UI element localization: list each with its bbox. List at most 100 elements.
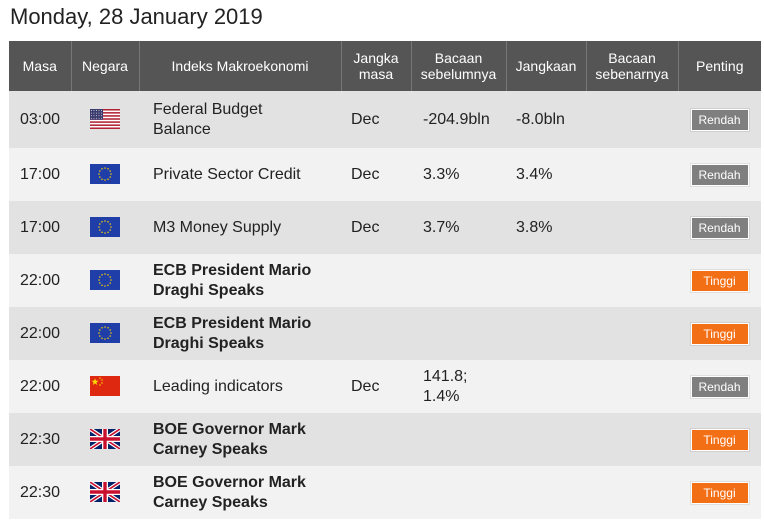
time-value: 17:00 bbox=[19, 165, 61, 183]
actual-cell bbox=[586, 201, 678, 254]
page-title: Monday, 28 January 2019 bbox=[10, 4, 263, 29]
importance-badge[interactable]: Rendah bbox=[690, 216, 749, 239]
indicator-name-line-1: Federal Budget bbox=[153, 100, 263, 118]
indicator-name-line-2: Draghi Speaks bbox=[153, 281, 265, 299]
country-cell bbox=[71, 148, 139, 201]
indicator-name-line-2: Draghi Speaks bbox=[153, 334, 265, 352]
forecast-value: 3.4% bbox=[516, 165, 553, 183]
indicator-name-line-1: M3 Money Supply bbox=[153, 218, 282, 236]
time-value: 22:00 bbox=[19, 324, 61, 342]
indicator-cell[interactable]: Private Sector Credit bbox=[139, 148, 341, 201]
importance-badge[interactable]: Rendah bbox=[690, 108, 749, 131]
eu-flag-icon bbox=[90, 323, 120, 344]
time-value: 22:30 bbox=[19, 483, 61, 501]
previous-cell: 141.8; 1.4% bbox=[411, 360, 506, 413]
previous-value-line-2: 1.4% bbox=[423, 387, 460, 405]
period-cell: Dec bbox=[341, 148, 411, 201]
previous-cell bbox=[411, 466, 506, 519]
importance-cell: Tinggi bbox=[678, 307, 761, 360]
header-period: Jangka masa bbox=[341, 41, 412, 91]
forecast-value: 3.8% bbox=[516, 218, 553, 236]
indicator-name-line-1: ECB President Mario bbox=[153, 314, 312, 332]
previous-cell bbox=[411, 254, 506, 307]
indicator-name-line-1: BOE Governor Mark bbox=[153, 420, 306, 438]
previous-cell: 3.3% bbox=[411, 148, 506, 201]
forecast-cell: 3.8% bbox=[506, 201, 586, 254]
importance-badge[interactable]: Tinggi bbox=[690, 481, 749, 504]
indicator-name-line-1: BOE Governor Mark bbox=[153, 473, 306, 491]
indicator-cell[interactable]: BOE Governor Mark Carney Speaks bbox=[139, 413, 341, 466]
table-row: 22:00 Leading indicators Dec 141.8; 1.4% … bbox=[9, 360, 761, 413]
previous-cell bbox=[411, 413, 506, 466]
uk-flag-icon bbox=[90, 482, 120, 503]
header-country: Negara bbox=[71, 41, 140, 91]
header-actual: Bacaan sebenarnya bbox=[586, 41, 679, 91]
importance-badge[interactable]: Tinggi bbox=[690, 269, 749, 292]
time-cell: 22:00 bbox=[9, 254, 71, 307]
indicator-cell[interactable]: Leading indicators bbox=[139, 360, 341, 413]
actual-cell bbox=[586, 413, 678, 466]
importance-cell: Rendah bbox=[678, 201, 761, 254]
indicator-name-line-1: Leading indicators bbox=[153, 377, 283, 395]
header-time: Masa bbox=[9, 41, 72, 91]
previous-value-line-1: 3.7% bbox=[423, 218, 460, 236]
period-cell: Dec bbox=[341, 360, 411, 413]
eu-flag-icon bbox=[90, 164, 120, 185]
indicator-cell[interactable]: BOE Governor Mark Carney Speaks bbox=[139, 466, 341, 519]
country-cell bbox=[71, 201, 139, 254]
forecast-cell bbox=[506, 360, 586, 413]
importance-badge[interactable]: Tinggi bbox=[690, 428, 749, 451]
indicator-name-line-2: Carney Speaks bbox=[153, 440, 268, 458]
indicator-cell[interactable]: M3 Money Supply bbox=[139, 201, 341, 254]
importance-badge[interactable]: Rendah bbox=[690, 163, 749, 186]
eu-flag-icon bbox=[90, 270, 120, 291]
period-value: Dec bbox=[351, 218, 380, 236]
forecast-cell bbox=[506, 466, 586, 519]
header-importance: Penting bbox=[678, 41, 761, 91]
indicator-cell[interactable]: Federal Budget Balance bbox=[139, 91, 341, 148]
actual-cell bbox=[586, 148, 678, 201]
indicator-name-line-1: Private Sector Credit bbox=[153, 165, 301, 183]
time-cell: 03:00 bbox=[9, 91, 71, 148]
country-cell bbox=[71, 413, 139, 466]
indicator-cell[interactable]: ECB President Mario Draghi Speaks bbox=[139, 254, 341, 307]
indicator-name-line-1: ECB President Mario bbox=[153, 261, 312, 279]
period-value: Dec bbox=[351, 165, 380, 183]
table-header-row: Masa Negara Indeks Makroekonomi Jangka ma… bbox=[9, 41, 761, 91]
actual-cell bbox=[586, 307, 678, 360]
indicator-name-line-2: Carney Speaks bbox=[153, 493, 268, 511]
actual-cell bbox=[586, 254, 678, 307]
period-cell bbox=[341, 413, 411, 466]
importance-badge[interactable]: Rendah bbox=[690, 375, 749, 398]
period-cell bbox=[341, 307, 411, 360]
indicator-cell[interactable]: ECB President Mario Draghi Speaks bbox=[139, 307, 341, 360]
us-flag-icon bbox=[90, 109, 120, 130]
time-cell: 17:00 bbox=[9, 201, 71, 254]
table-row: 22:30 BOE Governor Mark Carney Speaks Tin… bbox=[9, 413, 761, 466]
header-forecast: Jangkaan bbox=[506, 41, 587, 91]
time-value: 22:00 bbox=[19, 377, 61, 395]
importance-cell: Rendah bbox=[678, 360, 761, 413]
indicator-name-line-2: Balance bbox=[153, 120, 211, 138]
time-cell: 22:00 bbox=[9, 360, 71, 413]
table-row: 22:00 ECB President Mario Draghi Speaks T… bbox=[9, 254, 761, 307]
table-row: 22:00 ECB President Mario Draghi Speaks T… bbox=[9, 307, 761, 360]
country-cell bbox=[71, 307, 139, 360]
previous-value-line-1: -204.9bln bbox=[423, 110, 490, 128]
header-previous: Bacaan sebelumnya bbox=[411, 41, 507, 91]
actual-cell bbox=[586, 360, 678, 413]
time-value: 22:30 bbox=[19, 430, 61, 448]
time-value: 17:00 bbox=[19, 218, 61, 236]
uk-flag-icon bbox=[90, 429, 120, 450]
country-cell bbox=[71, 254, 139, 307]
previous-cell: 3.7% bbox=[411, 201, 506, 254]
importance-badge[interactable]: Tinggi bbox=[690, 322, 749, 345]
previous-cell: -204.9bln bbox=[411, 91, 506, 148]
table-row: 03:00 Federal Budget Balance Dec -204.9bl… bbox=[9, 91, 761, 148]
importance-cell: Rendah bbox=[678, 91, 761, 148]
importance-cell: Rendah bbox=[678, 148, 761, 201]
period-value: Dec bbox=[351, 377, 380, 395]
header-indicator: Indeks Makroekonomi bbox=[139, 41, 342, 91]
period-value: Dec bbox=[351, 110, 380, 128]
time-cell: 22:30 bbox=[9, 466, 71, 519]
